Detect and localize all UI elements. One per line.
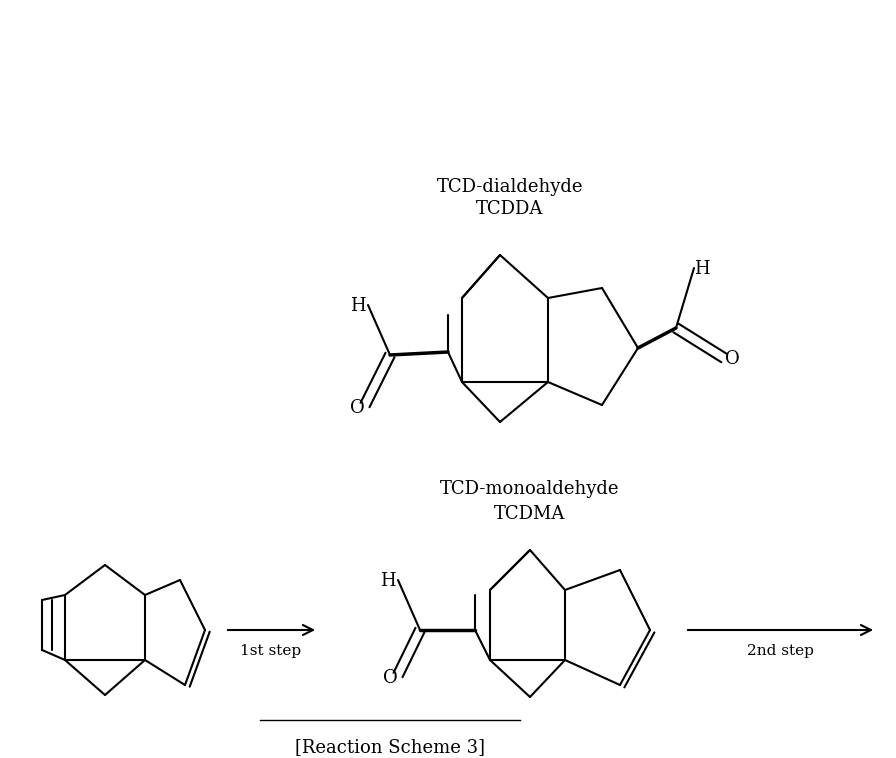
Text: TCD-monoaldehyde: TCD-monoaldehyde: [440, 480, 620, 498]
Text: O: O: [349, 399, 365, 417]
Text: H: H: [350, 297, 366, 315]
Text: O: O: [725, 350, 739, 368]
Text: [Reaction Scheme 3]: [Reaction Scheme 3]: [295, 738, 485, 756]
Text: TCD-dialdehyde: TCD-dialdehyde: [436, 178, 583, 196]
Text: O: O: [383, 669, 397, 687]
Text: 2nd step: 2nd step: [746, 644, 814, 658]
Text: H: H: [380, 572, 396, 590]
Text: TCDDA: TCDDA: [477, 200, 544, 218]
Text: 1st step: 1st step: [240, 644, 302, 658]
Text: H: H: [694, 260, 710, 278]
Text: TCDMA: TCDMA: [495, 505, 565, 523]
